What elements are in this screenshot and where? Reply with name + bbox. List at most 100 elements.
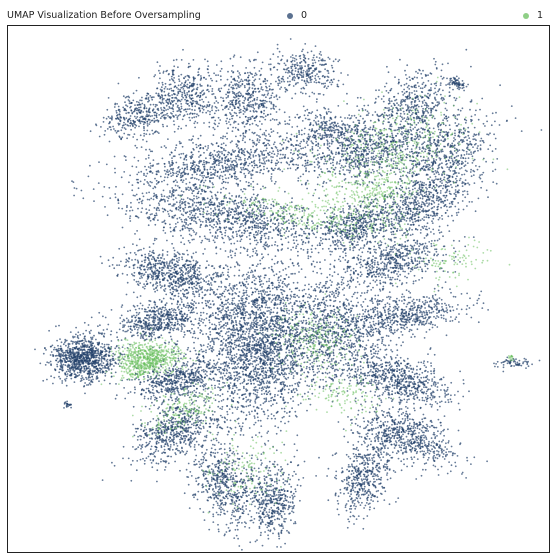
- scatter-point: [371, 168, 374, 171]
- scatter-point: [133, 109, 136, 111]
- scatter-point: [245, 78, 248, 81]
- scatter-point: [473, 138, 476, 140]
- scatter-point: [121, 136, 124, 139]
- scatter-point: [210, 214, 212, 216]
- scatter-point: [185, 110, 188, 113]
- scatter-point: [292, 145, 295, 147]
- scatter-point: [291, 54, 294, 56]
- scatter-point: [235, 202, 238, 205]
- scatter-point: [210, 212, 213, 214]
- scatter-point: [417, 117, 419, 120]
- scatter-point: [214, 171, 217, 174]
- scatter-point: [165, 104, 168, 107]
- scatter-point: [247, 116, 250, 119]
- scatter-point: [133, 122, 135, 125]
- scatter-point: [213, 128, 216, 131]
- scatter-point: [358, 150, 360, 153]
- scatter-point: [444, 139, 446, 142]
- scatter-point: [318, 161, 321, 164]
- scatter-point: [429, 176, 432, 179]
- scatter-point: [282, 148, 284, 150]
- scatter-point: [233, 177, 236, 180]
- scatter-point: [479, 108, 481, 111]
- scatter-point: [284, 120, 286, 123]
- scatter-point: [147, 166, 150, 168]
- scatter-point: [251, 100, 254, 102]
- scatter-point: [360, 154, 363, 156]
- scatter-point: [197, 103, 200, 106]
- scatter-point: [344, 178, 347, 180]
- scatter-point: [386, 133, 389, 136]
- scatter-point: [128, 181, 130, 184]
- scatter-point: [319, 114, 322, 117]
- scatter-point: [329, 127, 332, 129]
- scatter-point: [323, 117, 326, 120]
- scatter-point: [199, 184, 201, 187]
- scatter-point: [185, 187, 187, 189]
- scatter-point: [184, 84, 187, 87]
- scatter-point: [423, 141, 426, 143]
- scatter-point: [363, 138, 366, 140]
- scatter-point: [129, 106, 131, 109]
- scatter-point: [200, 92, 202, 94]
- scatter-point: [188, 87, 190, 89]
- scatter-point: [306, 140, 308, 143]
- scatter-point: [241, 139, 244, 142]
- scatter-point: [238, 205, 241, 208]
- scatter-point: [203, 76, 206, 79]
- scatter-point: [187, 75, 190, 77]
- scatter-point: [185, 154, 188, 157]
- scatter-point: [180, 98, 183, 101]
- scatter-point: [423, 86, 426, 88]
- scatter-point: [283, 80, 286, 83]
- scatter-point: [454, 99, 457, 102]
- scatter-point: [155, 119, 157, 122]
- scatter-point: [316, 129, 318, 132]
- scatter-point: [189, 223, 192, 225]
- scatter-point: [223, 153, 226, 156]
- scatter-point: [374, 156, 377, 159]
- scatter-point: [306, 144, 309, 147]
- scatter-point: [239, 156, 242, 159]
- scatter-point: [188, 116, 191, 119]
- scatter-point: [411, 150, 413, 153]
- scatter-point: [245, 181, 248, 183]
- scatter-point: [288, 83, 291, 86]
- scatter-point: [159, 77, 161, 80]
- scatter-point: [111, 115, 113, 118]
- scatter-point: [356, 128, 359, 131]
- scatter-point: [279, 135, 282, 138]
- scatter-point: [214, 119, 217, 122]
- scatter-point: [288, 212, 291, 215]
- scatter-point: [262, 116, 265, 119]
- scatter-point: [441, 78, 444, 80]
- scatter-point: [292, 85, 295, 87]
- scatter-point: [265, 147, 268, 150]
- scatter-point: [429, 143, 432, 146]
- scatter-point: [464, 136, 467, 138]
- scatter-point: [266, 79, 269, 82]
- scatter-point: [249, 238, 251, 241]
- scatter-point: [398, 140, 401, 143]
- scatter-point: [163, 97, 165, 100]
- scatter-point: [334, 121, 336, 124]
- scatter-point: [314, 135, 317, 137]
- scatter-point: [323, 180, 325, 183]
- scatter-point: [284, 139, 287, 141]
- scatter-point: [470, 118, 472, 121]
- scatter-point: [215, 194, 217, 197]
- scatter-point: [239, 95, 242, 98]
- scatter-point: [256, 183, 259, 186]
- scatter-point: [404, 103, 407, 106]
- scatter-point: [226, 153, 229, 156]
- scatter-point: [231, 149, 234, 151]
- scatter-point: [259, 171, 261, 174]
- scatter-point: [479, 148, 482, 151]
- scatter-point: [299, 145, 302, 148]
- scatter-point: [275, 111, 278, 113]
- scatter-point: [350, 141, 352, 144]
- scatter-point: [282, 75, 284, 78]
- scatter-point: [177, 185, 179, 187]
- scatter-point: [121, 193, 124, 196]
- scatter-point: [140, 211, 143, 214]
